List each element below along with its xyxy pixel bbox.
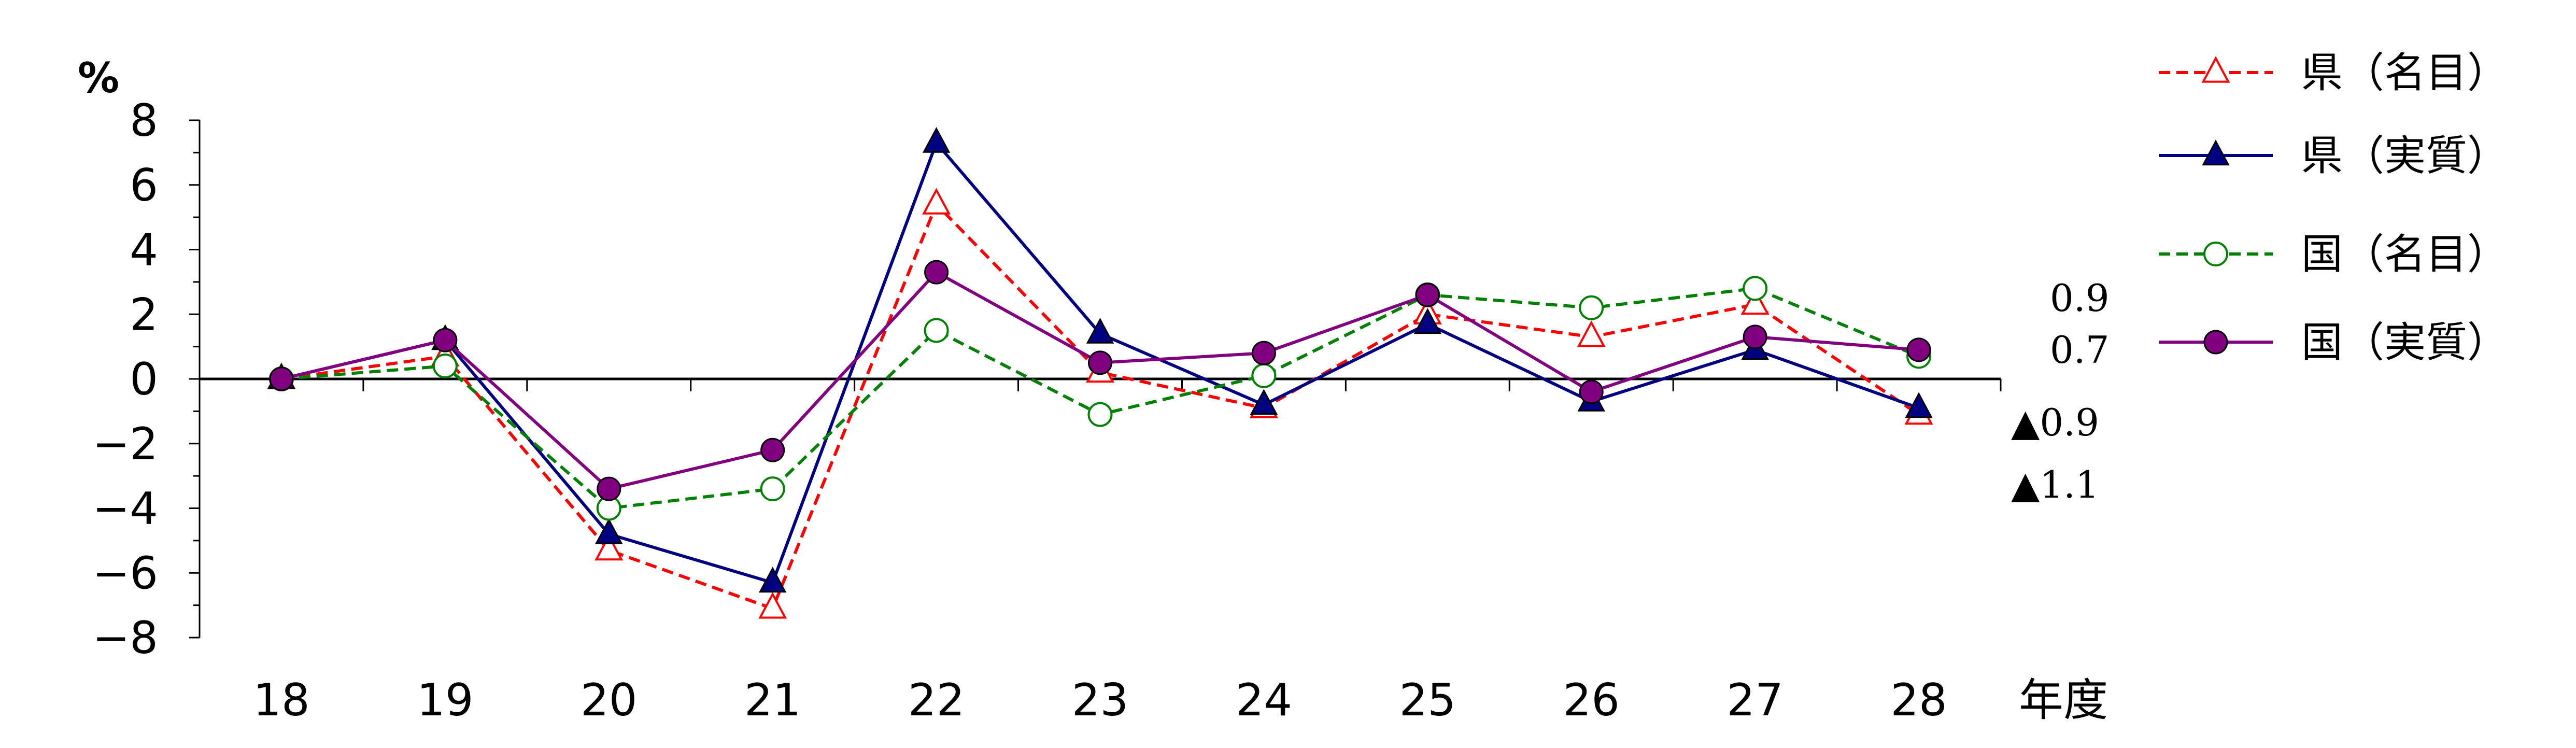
data-point (758, 592, 787, 619)
data-point (1251, 363, 1277, 388)
data-point (1579, 379, 1604, 404)
legend-label: 県（実質） (2301, 132, 2509, 180)
series-4 (269, 260, 1931, 501)
data-point (1250, 389, 1278, 415)
annotation-label: 0.9 (2050, 276, 2110, 320)
data-point (922, 188, 951, 215)
x-tick-label: 24 (1236, 674, 1292, 726)
x-tick-label: 23 (1072, 674, 1128, 726)
data-point (1251, 341, 1276, 365)
data-point (758, 567, 787, 593)
x-tick-label: 25 (1399, 674, 1456, 726)
y-tick-label: 8 (130, 95, 158, 147)
annotations: 0.9 0.7 ▲0.9 ▲1.1 (2011, 276, 2110, 506)
annotation-label: ▲1.1 (2011, 463, 2099, 506)
y-tick-label: −8 (92, 612, 158, 664)
x-tick-label: 21 (744, 674, 801, 726)
y-tick-label: −2 (92, 418, 158, 470)
data-point (597, 476, 621, 501)
data-point (1905, 392, 1933, 418)
legend-label: 国（実質） (2301, 318, 2509, 366)
x-tick-label: 20 (581, 674, 637, 726)
data-point (1086, 318, 1114, 344)
data-point (1906, 337, 1931, 362)
data-point (433, 328, 458, 352)
x-tick-label: 28 (1890, 674, 1947, 726)
legend: 県（名目） 県（実質） 国（名目） 国（実質） (2159, 49, 2509, 366)
legend-label: 国（名目） (2301, 230, 2509, 278)
y-tick-label: 4 (130, 224, 158, 276)
y-unit-label: % (78, 54, 119, 102)
data-point (1579, 295, 1604, 320)
annotation-label: ▲0.9 (2011, 401, 2099, 444)
x-tick-label: 22 (908, 674, 965, 726)
data-point (1415, 283, 1440, 307)
data-point (595, 518, 623, 544)
x-tick-label: 18 (253, 674, 309, 726)
data-point (595, 533, 624, 561)
y-tick-label: −4 (92, 483, 158, 535)
legend-item: 国（名目） (2159, 230, 2509, 278)
legend-label: 県（名目） (2301, 49, 2509, 97)
series-line (281, 201, 1920, 611)
x-axis-title: 年度 (2019, 674, 2108, 726)
data-point (432, 354, 458, 379)
y-tick-label: 0 (130, 354, 158, 405)
data-point (1087, 402, 1113, 427)
data-point (1740, 288, 1770, 315)
legend-item: 国（実質） (2159, 318, 2509, 366)
legend-marker (2203, 242, 2228, 266)
data-point (1743, 324, 1767, 349)
data-point (924, 318, 949, 343)
legend-marker (2202, 139, 2230, 166)
x-tick-label: 27 (1726, 674, 1783, 726)
data-point (924, 260, 949, 285)
data-point (760, 476, 785, 502)
data-point (1743, 276, 1768, 301)
data-point (1413, 308, 1442, 334)
y-tick-label: −6 (92, 547, 158, 599)
annotation-label: 0.7 (2050, 328, 2110, 372)
series-layer (267, 126, 1933, 619)
data-point (269, 366, 294, 391)
y-tick-label: 6 (130, 160, 158, 211)
series-3 (268, 276, 1932, 521)
data-point (760, 437, 785, 462)
legend-marker (2201, 56, 2230, 83)
x-tick-label: 19 (417, 674, 473, 726)
legend-item: 県（実質） (2159, 132, 2509, 180)
y-tick-label: 2 (130, 289, 158, 341)
data-point (1088, 350, 1112, 375)
x-tick-label: 26 (1563, 674, 1620, 726)
legend-item: 県（名目） (2159, 49, 2509, 97)
legend-marker (2203, 330, 2228, 355)
data-point (1577, 320, 1606, 347)
data-point (922, 126, 951, 153)
